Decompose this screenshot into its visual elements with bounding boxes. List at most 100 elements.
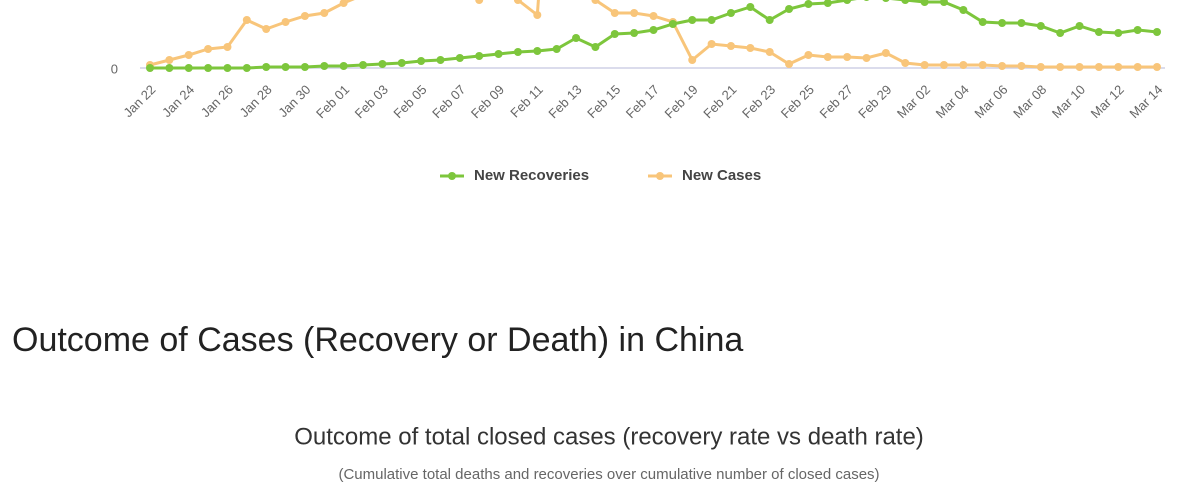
point: [901, 59, 910, 67]
point: [533, 47, 542, 55]
point: [165, 64, 174, 72]
point: [668, 20, 677, 28]
point: [688, 56, 697, 64]
point: [939, 61, 948, 69]
point: [726, 42, 735, 50]
point: [513, 0, 522, 4]
point: [513, 48, 522, 56]
point: [184, 51, 193, 59]
point: [455, 54, 464, 62]
point: [572, 34, 581, 42]
x-tick-label: Mar 02: [894, 82, 933, 121]
point: [785, 5, 794, 13]
x-tick-label: Feb 01: [313, 82, 352, 121]
x-tick-label: Jan 26: [198, 82, 236, 120]
point: [262, 25, 271, 33]
point: [591, 43, 600, 51]
point: [533, 11, 542, 19]
point: [1056, 29, 1065, 37]
point: [707, 40, 716, 48]
point: [436, 56, 445, 64]
x-tick-label: Feb 19: [662, 82, 701, 121]
point: [630, 29, 639, 37]
point: [1153, 28, 1161, 36]
point: [630, 9, 639, 17]
point: [649, 26, 658, 34]
point: [475, 52, 484, 60]
point: [726, 9, 735, 17]
point: [939, 0, 948, 6]
chart-title: Outcome of total closed cases (recovery …: [294, 423, 924, 450]
point: [998, 19, 1007, 27]
point: [475, 0, 484, 4]
point: [920, 0, 929, 6]
point: [823, 53, 832, 61]
point: [1133, 26, 1142, 34]
point: [223, 43, 232, 51]
point: [978, 18, 987, 26]
point: [165, 56, 174, 64]
point: [1017, 62, 1026, 70]
point: [320, 62, 329, 70]
point: [998, 62, 1007, 70]
point: [765, 48, 774, 56]
point: [1036, 63, 1045, 71]
point: [417, 57, 426, 65]
point: [1114, 29, 1123, 37]
point: [146, 64, 154, 72]
x-tick-label: Feb 13: [545, 82, 584, 121]
point: [959, 6, 968, 14]
point: [300, 63, 309, 71]
point: [1114, 63, 1123, 71]
point: [804, 51, 813, 59]
point: [746, 44, 755, 52]
point: [1056, 63, 1065, 71]
series: [146, 0, 1161, 71]
point: [1094, 63, 1103, 71]
section-title: Outcome of Cases (Recovery or Death) in …: [12, 321, 743, 359]
point: [223, 64, 232, 72]
x-tick-label: Feb 09: [468, 82, 507, 121]
point: [823, 0, 832, 7]
x-tick-label: Jan 22: [120, 82, 158, 120]
point: [610, 30, 619, 38]
point: [863, 0, 870, 1]
point: [688, 16, 697, 24]
x-tick-label: Mar 06: [971, 82, 1010, 121]
legend-marker: [448, 172, 456, 180]
x-tick-label: Feb 29: [855, 82, 894, 121]
point: [339, 0, 348, 7]
point: [707, 16, 716, 24]
point: [242, 64, 251, 72]
point: [281, 18, 290, 26]
point: [494, 50, 503, 58]
legend-label: New Recoveries: [474, 167, 589, 184]
x-tick-label: Feb 25: [778, 82, 817, 121]
point: [378, 60, 387, 68]
series: [146, 0, 1161, 72]
point: [591, 0, 600, 4]
point: [920, 61, 929, 69]
point: [339, 62, 348, 70]
x-tick-label: Mar 14: [1126, 82, 1165, 121]
point: [1036, 22, 1045, 30]
point: [242, 16, 251, 24]
point: [785, 60, 794, 68]
point: [204, 64, 213, 72]
point: [862, 54, 871, 62]
point: [610, 9, 619, 17]
x-tick-label: Feb 11: [507, 82, 546, 121]
y-tick-label: 0: [111, 61, 118, 76]
chart-subtitle: (Cumulative total deaths and recoveries …: [338, 466, 879, 483]
point: [359, 61, 368, 69]
legend-marker: [656, 172, 664, 180]
point: [397, 59, 406, 67]
x-tick-label: Jan 28: [237, 82, 275, 120]
point: [882, 0, 890, 2]
x-tick-label: Mar 10: [1049, 82, 1088, 121]
point: [1094, 28, 1103, 36]
point: [1075, 63, 1084, 71]
point: [978, 61, 987, 69]
